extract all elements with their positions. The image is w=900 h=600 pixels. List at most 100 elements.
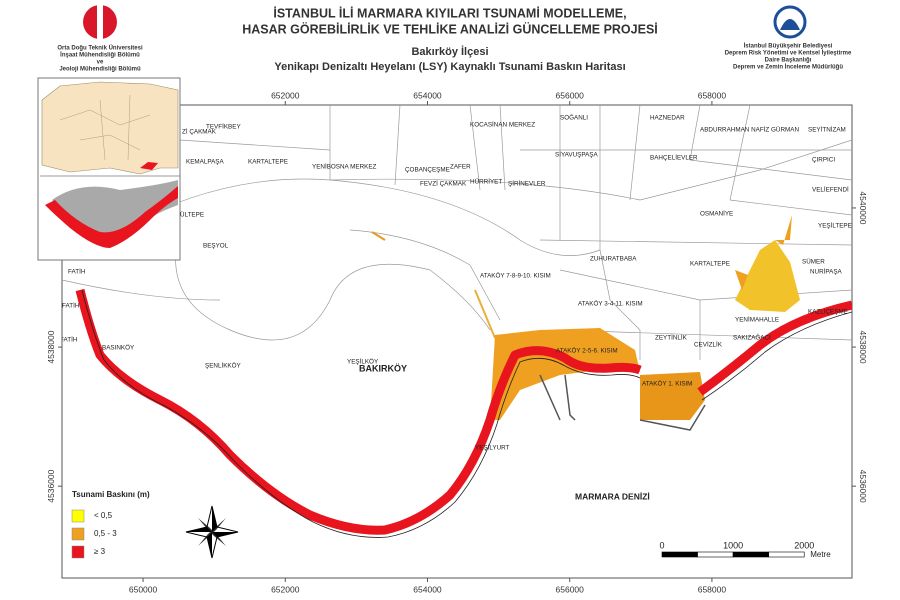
- org-line: Daire Başkanlığı: [765, 58, 812, 64]
- locator-inset: [37, 77, 181, 261]
- ibb-logo: [773, 5, 807, 39]
- place-label: KOCASİNAN MERKEZ: [470, 120, 535, 129]
- scale-segment: [768, 551, 805, 558]
- place-label: YENİMAHALLE: [735, 315, 779, 324]
- y-tick-label: 4538000: [46, 330, 56, 363]
- x-tick-label: 654000: [413, 584, 442, 594]
- scale-label: 1000: [723, 540, 743, 550]
- place-label: ÇIRPICI: [812, 157, 835, 164]
- scale-unit: Metre: [810, 550, 831, 559]
- north-arrow: [185, 505, 239, 559]
- place-label: ZEYTİNLİK: [655, 333, 688, 342]
- place-label: YEŞİLKÖY: [347, 357, 379, 366]
- place-label: ATAKÖY 2-5-6. KISIM: [556, 347, 618, 355]
- place-label: KARTALTEPE: [248, 159, 288, 166]
- scale-label: 2000: [794, 540, 814, 550]
- pier: [539, 374, 576, 421]
- flood-strip: [75, 288, 852, 535]
- place-label: ATAKÖY 3-4-11. KISIM: [578, 300, 643, 308]
- place-label: FATİH: [60, 335, 78, 344]
- legend-label: 0,5 - 3: [94, 529, 117, 538]
- scale-segment: [661, 551, 698, 558]
- x-tick-label: 652000: [271, 90, 300, 100]
- place-label: KEMALPAŞA: [186, 159, 224, 166]
- place-label: ABDURRAHMAN NAFİZ GÜRMAN: [700, 125, 799, 134]
- place-label: ZAFER: [450, 164, 471, 171]
- flood-area: [775, 215, 792, 245]
- place-label: ŞİRİNEVLER: [508, 179, 546, 188]
- place-label: ÜLTEPE: [180, 211, 204, 219]
- y-tick-label: 4538000: [858, 331, 868, 364]
- place-label: KARTALTEPE: [690, 261, 730, 268]
- flood-area: [640, 372, 705, 420]
- scale-segment: [732, 551, 769, 558]
- x-tick-label: 654000: [413, 90, 442, 100]
- y-tick-label: 4536000: [46, 469, 56, 502]
- legend-label: < 0,5: [94, 511, 113, 520]
- coastline: [81, 289, 852, 538]
- org-line: Jeoloji Mühendisliği Bölümü: [59, 67, 141, 73]
- flood-area: [735, 270, 748, 290]
- place-label: OSMANİYE: [700, 209, 733, 218]
- place-label: YEŞİLYURT: [475, 443, 510, 452]
- place-label: FEVZİ ÇAKMAK: [420, 179, 467, 188]
- place-label: BAHÇELİEVLER: [650, 153, 698, 162]
- x-tick-label: 656000: [556, 90, 585, 100]
- org-line: İnşaat Mühendisliği Bölümü: [60, 52, 140, 59]
- legend: Tsunami Baskını (m) < 0,5 0,5 - 3 ≥ 3: [71, 490, 150, 559]
- scale-label: 0: [659, 540, 664, 550]
- legend-swatch: [71, 509, 85, 523]
- place-label: SEYİTNİZAM: [808, 125, 846, 134]
- subtitle: Yenikapı Denizaltı Heyelanı (LSY) Kaynak…: [274, 61, 625, 73]
- legend-swatch: [71, 527, 85, 541]
- org-line: ve: [97, 60, 104, 66]
- x-tick-label: 658000: [698, 584, 727, 594]
- place-label: ATAKÖY 1. KISIM: [642, 380, 692, 388]
- place-label: YEŞİLTEPE: [818, 221, 852, 230]
- org-line: Deprem ve Zemin İnceleme Müdürlüğü: [733, 64, 843, 71]
- place-label: HAZNEDAR: [650, 115, 685, 122]
- title-line: HASAR GÖREBİLİRLİK VE TEHLİKE ANALİZİ GÜ…: [242, 21, 658, 36]
- flood-area: [735, 240, 800, 312]
- flood-patch: [474, 289, 496, 339]
- x-tick-label: 650000: [129, 584, 158, 594]
- place-label: CEVİZLİK: [694, 340, 723, 349]
- title-line: İSTANBUL İLİ MARMARA KIYILARI TSUNAMİ MO…: [273, 5, 626, 20]
- y-tick-label: 4536000: [858, 470, 868, 503]
- place-label: HÜRRİYET: [470, 177, 502, 186]
- place-label: ZUHURATBABA: [590, 256, 637, 263]
- scale-segment: [697, 551, 734, 558]
- place-label: Zİ ÇAKMAK: [182, 127, 217, 136]
- place-label: KAZLIÇEŞME: [808, 309, 848, 316]
- place-label: BASINKÖY: [102, 344, 135, 352]
- place-label: SİYAVUŞPAŞA: [555, 150, 598, 159]
- org-line: İstanbul Büyükşehir Belediyesi: [744, 43, 833, 50]
- place-label: FATİH: [62, 301, 80, 310]
- org-line: Deprem Risk Yönetimi ve Kentsel İyileşti…: [725, 50, 852, 57]
- place-label: BEŞYOL: [203, 243, 229, 250]
- metu-logo: [83, 4, 117, 40]
- place-label: SAKIZAĞACI: [733, 333, 771, 342]
- breakwater: [639, 404, 706, 431]
- place-label: TEVFİKBEY: [206, 122, 241, 131]
- place-label: SOĞANLI: [560, 113, 588, 122]
- place-label: SÜMER: [802, 258, 825, 266]
- legend-title: Tsunami Baskını (m): [72, 490, 150, 499]
- place-label: ATAKÖY 7-8-9-10. KISIM: [480, 272, 551, 280]
- place-label: ÇOBANÇEŞME: [405, 167, 450, 174]
- place-label: FATİH: [68, 267, 86, 276]
- district-title: Bakırköy İlçesi: [411, 45, 488, 58]
- sea-label: MARMARA DENİZİ: [575, 491, 650, 501]
- x-tick-label: 652000: [271, 584, 300, 594]
- org-line: Orta Doğu Teknik Üniversitesi: [57, 45, 143, 52]
- place-label: YENİBOSNA MERKEZ: [312, 162, 377, 171]
- x-tick-label: 656000: [556, 584, 585, 594]
- legend-swatch: [71, 545, 85, 559]
- place-label: VELİEFENDİ: [812, 185, 849, 194]
- y-tick-label: 4540000: [858, 191, 868, 224]
- x-tick-label: 658000: [698, 90, 727, 100]
- place-label: NURİPAŞA: [810, 267, 843, 276]
